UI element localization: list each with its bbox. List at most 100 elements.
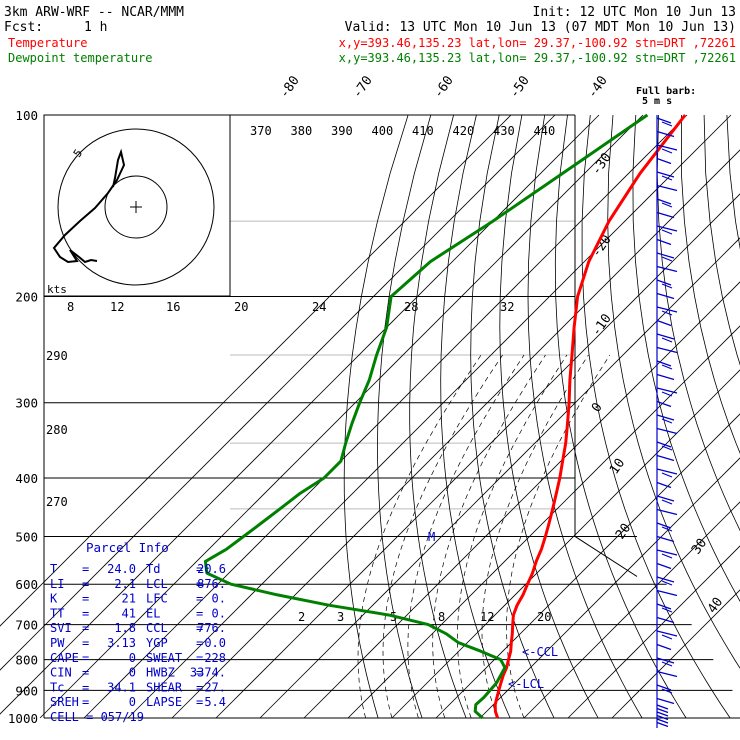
isotherm-label: 20 (613, 521, 634, 542)
wind-barb (656, 211, 675, 219)
pressure-tick-label: 800 (15, 653, 38, 668)
temperature-location: x,y=393.46,135.23 lat,lon= 29.37,-100.92… (339, 36, 736, 50)
isotherm (0, 114, 512, 627)
parcel-label-2: Td (146, 562, 160, 576)
wind-barb (656, 171, 675, 178)
wind-barb (656, 346, 678, 354)
isotherm-label: -70 (350, 73, 376, 101)
isotherm-label: 30 (689, 536, 710, 557)
temperature-profile (493, 114, 687, 719)
isotherm (567, 545, 740, 719)
wind-barb-flag (661, 337, 673, 343)
parcel-value-2: 20.6 (197, 562, 226, 576)
wind-barb-flag (661, 256, 673, 262)
pressure-tick-label: 1000 (8, 711, 38, 726)
dry-adiabat (581, 114, 731, 719)
isotherm (0, 114, 556, 671)
wind-barb (656, 508, 678, 516)
wind-barb-flag (661, 634, 673, 640)
parcel-label-2: SWEAT (146, 651, 182, 665)
dry-adiabat (527, 114, 643, 719)
theta-label: 390 (331, 124, 353, 138)
wind-barb-low (656, 707, 669, 714)
mixing-ratio-line (457, 354, 568, 719)
wind-barb (656, 589, 678, 597)
wind-barb-flag (661, 526, 673, 532)
parcel-value: 2.1 (114, 577, 136, 591)
isotherm-label: -40 (585, 73, 611, 101)
wind-barb-column (656, 115, 678, 728)
parcel-label-2: LAPSE (146, 695, 182, 709)
isotherm (215, 193, 740, 719)
parcel-label-2: SHEAR (146, 680, 183, 694)
dry-adiabat (440, 114, 511, 719)
wind-barb (656, 576, 675, 583)
isotherm-label: -80 (277, 73, 303, 101)
parcel-eq: = (82, 636, 89, 650)
wind-barb (656, 400, 672, 408)
dry-adiabat (343, 114, 409, 719)
mixing-ratio-label: 32 (500, 300, 514, 314)
marker-m: M (428, 530, 435, 544)
wind-barb-low (656, 714, 669, 721)
wind-barb-flag (661, 445, 673, 451)
parcel-label: Tc (50, 680, 64, 694)
mixing-ratio-label: 12 (110, 300, 124, 314)
parcel-eq: = (82, 562, 89, 576)
wind-barb-flag (661, 364, 673, 370)
mixing-ratio-label-lower: 3 (337, 610, 344, 624)
wind-barb (656, 684, 672, 691)
wind-barb (656, 522, 672, 529)
parcel-value: 41 (122, 606, 136, 620)
theta-label-left: 280 (46, 423, 68, 437)
wind-barb-low (656, 718, 669, 724)
pressure-tick-label: 200 (15, 290, 38, 305)
dewpoint-legend: Dewpoint temperature (8, 51, 153, 65)
parcel-value-2: 5.4 (204, 695, 226, 709)
wind-barb (656, 373, 675, 381)
wind-barb (656, 184, 678, 192)
wind-barb-flag (661, 607, 673, 613)
parcel-value-2: 776. (197, 621, 226, 635)
parcel-value-2: 0. (212, 606, 226, 620)
dry-adiabat (409, 114, 467, 719)
wind-barb (656, 670, 678, 678)
dry-adiabat (377, 114, 432, 719)
wind-barb-flag (661, 553, 673, 559)
forecast-hour: 1 h (84, 20, 107, 35)
marker-lcl: <-LCL (508, 677, 544, 691)
pressure-tick-label: 700 (15, 618, 38, 633)
dry-adiabat (681, 115, 740, 455)
isotherm-label: -30 (589, 150, 615, 178)
parcel-value: 21 (122, 592, 136, 606)
hodograph-units: kts (47, 283, 67, 296)
parcel-value: 0 (129, 666, 136, 680)
isotherm (39, 114, 644, 719)
theta-label: 380 (291, 124, 313, 138)
parcel-value-2: 27. (204, 680, 226, 694)
wind-barb (656, 130, 675, 138)
parcel-value-2: 0.0 (204, 636, 226, 650)
hodograph-outer-ring (57, 128, 215, 286)
parcel-label: PW (50, 636, 65, 650)
wind-barb (656, 468, 678, 475)
dewpoint-location: x,y=393.46,135.23 lat,lon= 29.37,-100.92… (339, 51, 736, 65)
wind-barb-low (656, 711, 669, 717)
parcel-label: K (50, 592, 58, 606)
wind-barb-flag (661, 661, 673, 667)
parcel-value-2: 3374. (190, 666, 226, 680)
parcel-eq-2: = (196, 666, 203, 680)
parcel-eq: = (82, 621, 89, 635)
wind-barb (656, 414, 675, 421)
wind-barb (656, 549, 678, 556)
parcel-eq-2: = (196, 651, 203, 665)
wind-barb (656, 144, 678, 151)
isotherm (611, 589, 740, 719)
parcel-eq: = (82, 577, 89, 591)
parcel-eq: = (82, 680, 89, 694)
isotherm (523, 501, 740, 719)
wind-barb-flag (661, 688, 673, 694)
theta-label: 430 (493, 124, 515, 138)
wind-barb-flag (661, 418, 673, 424)
wind-barb (656, 319, 672, 327)
